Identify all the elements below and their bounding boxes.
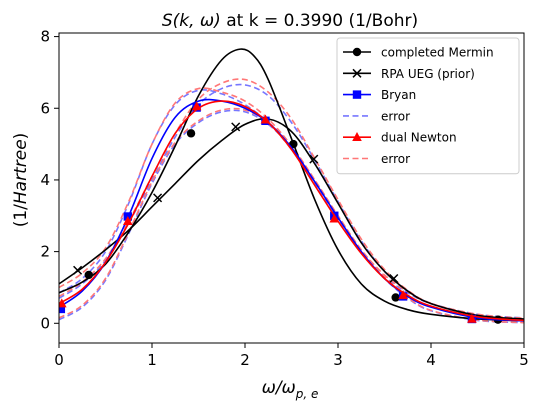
legend-entry-0: completed Mermin [343, 46, 494, 60]
legend-entry-3-label: error [381, 109, 410, 123]
x-tick-label-5: 5 [519, 351, 529, 369]
y-tick-label-8: 8 [40, 28, 50, 46]
x-tick-label-1: 1 [147, 351, 157, 369]
series-dual-newton-6-point-2 [191, 101, 202, 111]
legend-entry-0-label: completed Mermin [381, 46, 494, 60]
x-axis-label: ω/ωp, e [262, 378, 319, 401]
chart-title-symbol: S(k, ω) [162, 11, 221, 31]
legend-entry-2-label: Bryan [381, 88, 416, 102]
x-axis-label-subscript: p, e [295, 387, 319, 401]
series-rpa-ueg-prior-1-point-0 [73, 265, 83, 275]
series-error-4 [59, 109, 524, 324]
y-axis-label-open: (1/ [11, 204, 31, 227]
y-axis-label-unit: Hartree [11, 139, 31, 204]
series-completed-mermin-0-point-1 [186, 129, 196, 138]
series-bryan-2-point-0 [59, 304, 66, 314]
x-tick-label-4: 4 [426, 351, 436, 369]
series-dual-newton-6 [59, 100, 524, 323]
series-rpa-ueg-prior-1-point-4 [389, 273, 399, 284]
series-dual-newton-6-point-4 [329, 213, 340, 223]
series-completed-mermin-0-point-3 [391, 293, 400, 302]
y-tick-label-4: 4 [40, 171, 50, 189]
legend-entry-5-label: error [381, 152, 410, 166]
legend-entry-4-label: dual Newton [381, 131, 457, 145]
series-layer [59, 48, 524, 324]
legend: completed Mermin RPA UEG (prior) Bryan erro… [336, 37, 520, 175]
series-rpa-ueg-prior-1-point-1 [153, 193, 163, 203]
series-rpa-ueg-prior-1-point-3 [309, 154, 319, 164]
series-dual-newton-6-point-5 [398, 290, 408, 300]
series-dual-newton-6-point-0 [59, 298, 67, 308]
legend-box [336, 37, 520, 175]
legend-entry-1-marker [352, 68, 362, 78]
series-dual-newton-6-point-6 [467, 313, 477, 323]
legend-entry-1-label: RPA UEG (prior) [381, 67, 475, 81]
series-rpa-ueg-prior-1-point-2 [231, 122, 241, 132]
y-tick-label-0: 0 [40, 314, 50, 332]
x-tick-label-2: 2 [240, 351, 250, 369]
legend-entry-3: error [343, 109, 410, 123]
x-tick-label-0: 0 [54, 351, 64, 369]
legend-entry-2-marker [352, 90, 362, 99]
y-tick-label-6: 6 [40, 99, 50, 117]
series-dual-newton-6-point-3 [260, 114, 271, 124]
legend-entry-4: dual Newton [343, 131, 457, 145]
legend-entry-5: error [343, 152, 410, 166]
chart-title-rest: at k = 0.3990 (1/Bohr) [221, 11, 418, 31]
legend-entry-4-marker [352, 132, 362, 141]
x-tick-label-3: 3 [333, 351, 343, 369]
plot-area: 0 1 2 3 4 5 0 2 4 6 8 [40, 28, 528, 369]
y-axis-label-close: ) [11, 133, 31, 140]
series-completed-mermin-0-point-0 [84, 270, 93, 280]
series-error-4-line [59, 109, 524, 324]
legend-entry-2: Bryan [343, 88, 416, 102]
y-axis-label: (1/Hartree) [11, 133, 31, 228]
axes-frame [58, 32, 525, 344]
ticks-layer: 0 1 2 3 4 5 0 2 4 6 8 [40, 28, 528, 369]
series-dual-newton-6-point-1 [123, 215, 133, 225]
chart-title: S(k, ω) at k = 0.3990 (1/Bohr) [162, 11, 418, 31]
legend-entry-0-marker [352, 47, 362, 57]
y-tick-label-2: 2 [40, 243, 50, 261]
legend-entry-1: RPA UEG (prior) [343, 67, 475, 81]
x-axis-label-main: ω/ω [262, 378, 296, 398]
